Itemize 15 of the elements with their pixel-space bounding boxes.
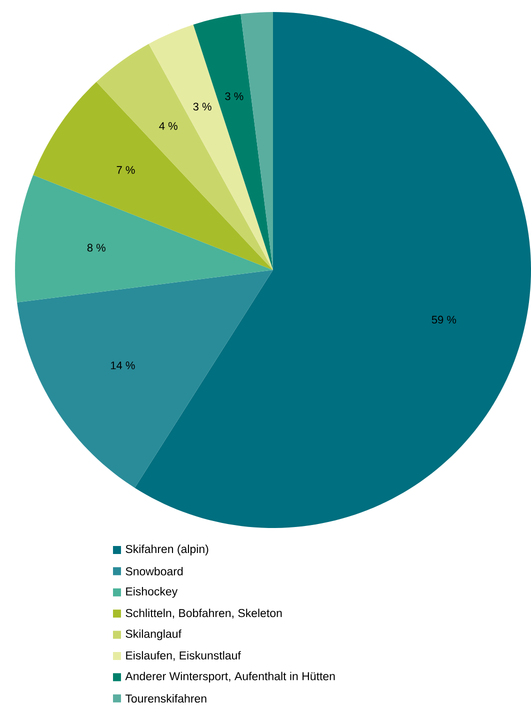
legend-label: Schlitteln, Bobfahren, Skeleton	[126, 608, 282, 618]
data-label: 8 %	[87, 244, 106, 252]
data-label: 3 %	[225, 92, 244, 100]
data-label: 7 %	[116, 166, 135, 174]
legend-label: Anderer Wintersport, Aufenthalt in Hütten	[125, 672, 335, 683]
data-label: 14 %	[110, 362, 135, 370]
legend-label: Snowboard	[126, 566, 183, 576]
legend-label: Eislaufen, Eiskunstlauf	[126, 651, 241, 661]
data-label: 3 %	[193, 102, 212, 111]
legend-label: Eishockey	[126, 587, 178, 598]
legend-label: Skilanglauf	[126, 629, 182, 640]
data-label: 59 %	[432, 316, 456, 324]
legend-label: Skifahren (alpin)	[126, 544, 208, 556]
data-label: 4 %	[159, 122, 178, 130]
legend-label: Tourenskifahren	[125, 694, 206, 703]
